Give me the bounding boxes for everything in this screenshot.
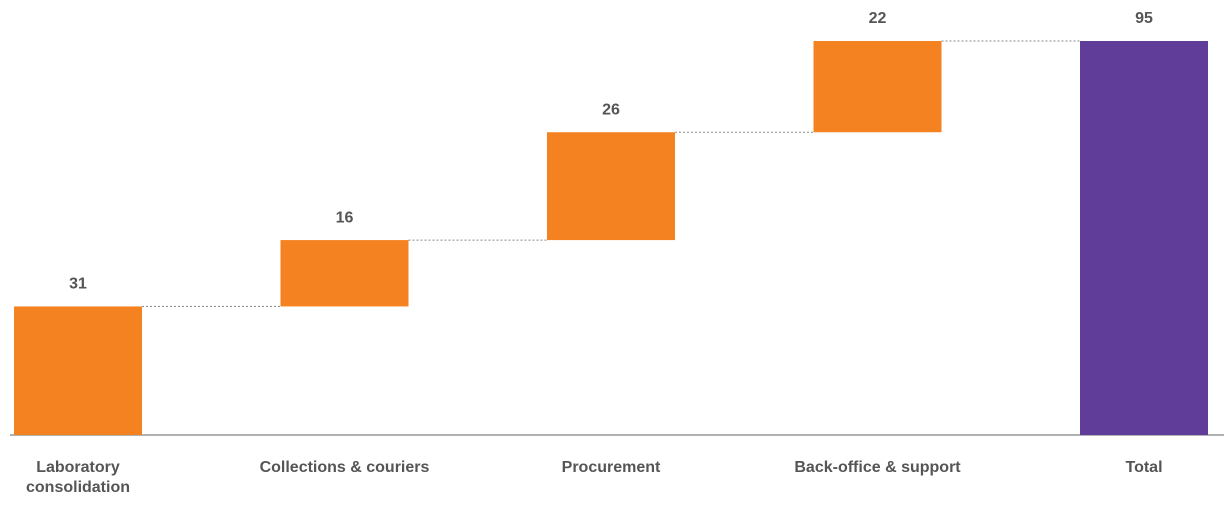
bar	[547, 132, 675, 241]
bar	[280, 240, 409, 307]
value-label: 95	[1135, 10, 1153, 27]
bar	[813, 41, 942, 133]
x-tick-label: Procurement	[561, 459, 661, 476]
value-label: 26	[602, 101, 620, 118]
value-label: 16	[336, 209, 354, 226]
bar	[1080, 41, 1208, 435]
x-tick-label: Back-office & support	[794, 459, 961, 476]
value-label: 22	[869, 10, 887, 27]
bar	[14, 306, 142, 435]
x-tick-label: Total	[1125, 459, 1163, 476]
x-tick-label: Laboratory consolidation	[26, 459, 130, 496]
x-tick-label: Collections & couriers	[259, 459, 430, 476]
value-label: 31	[69, 276, 87, 293]
